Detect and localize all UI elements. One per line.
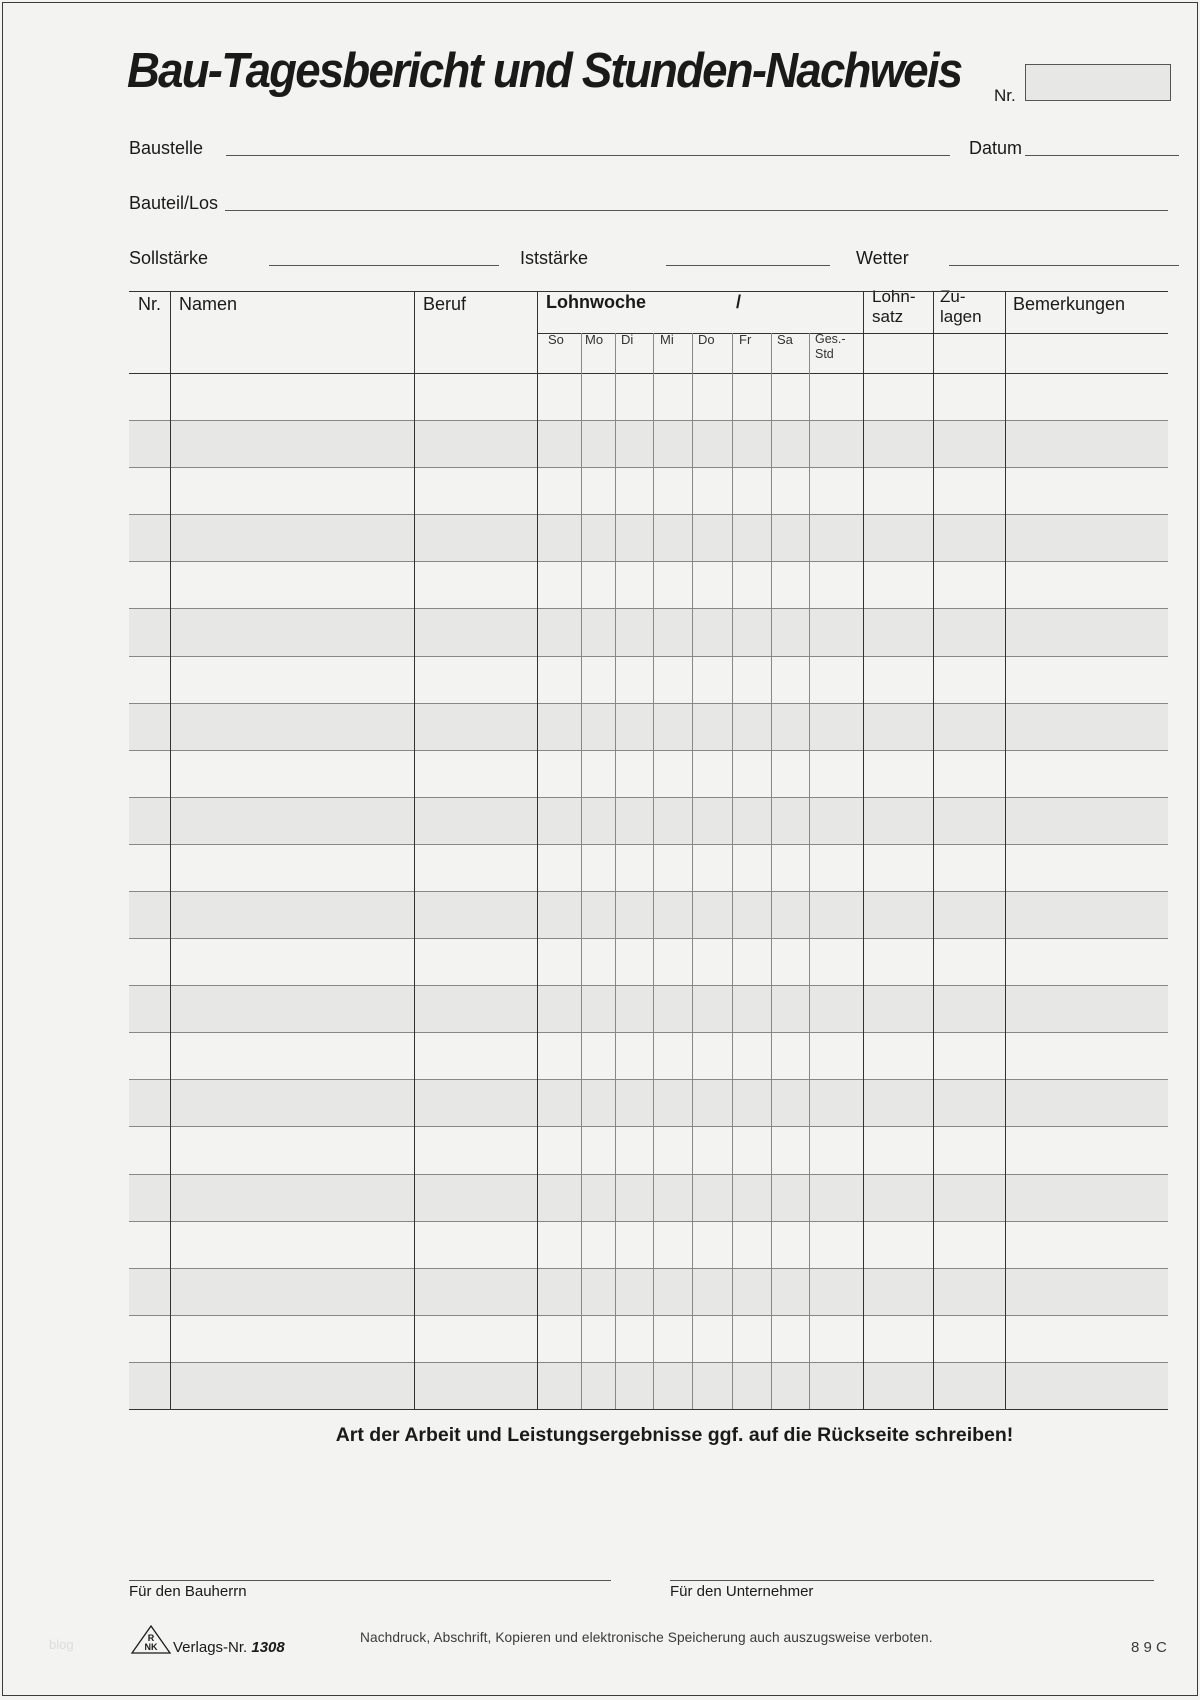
svg-text:NK: NK bbox=[145, 1642, 158, 1652]
